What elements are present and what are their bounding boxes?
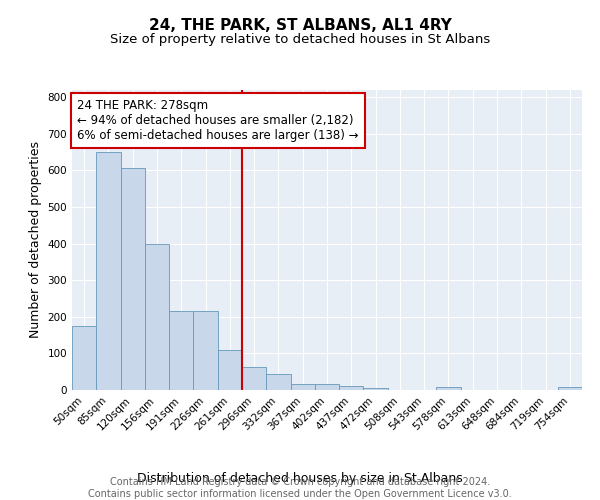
Bar	[72, 326, 96, 390]
Text: Size of property relative to detached houses in St Albans: Size of property relative to detached ho…	[110, 32, 490, 46]
Bar	[339, 386, 364, 390]
Bar	[558, 387, 582, 390]
Bar	[145, 244, 169, 390]
Text: 24 THE PARK: 278sqm
← 94% of detached houses are smaller (2,182)
6% of semi-deta: 24 THE PARK: 278sqm ← 94% of detached ho…	[77, 99, 359, 142]
Bar	[436, 387, 461, 390]
Bar	[169, 312, 193, 390]
Bar	[193, 312, 218, 390]
Text: 24, THE PARK, ST ALBANS, AL1 4RY: 24, THE PARK, ST ALBANS, AL1 4RY	[149, 18, 451, 32]
Bar	[218, 350, 242, 390]
Bar	[266, 374, 290, 390]
Text: Distribution of detached houses by size in St Albans: Distribution of detached houses by size …	[137, 472, 463, 485]
Bar	[96, 152, 121, 390]
Text: Contains HM Land Registry data © Crown copyright and database right 2024.
Contai: Contains HM Land Registry data © Crown c…	[88, 478, 512, 499]
Bar	[290, 384, 315, 390]
Y-axis label: Number of detached properties: Number of detached properties	[29, 142, 42, 338]
Bar	[315, 384, 339, 390]
Bar	[242, 367, 266, 390]
Bar	[364, 388, 388, 390]
Bar	[121, 168, 145, 390]
